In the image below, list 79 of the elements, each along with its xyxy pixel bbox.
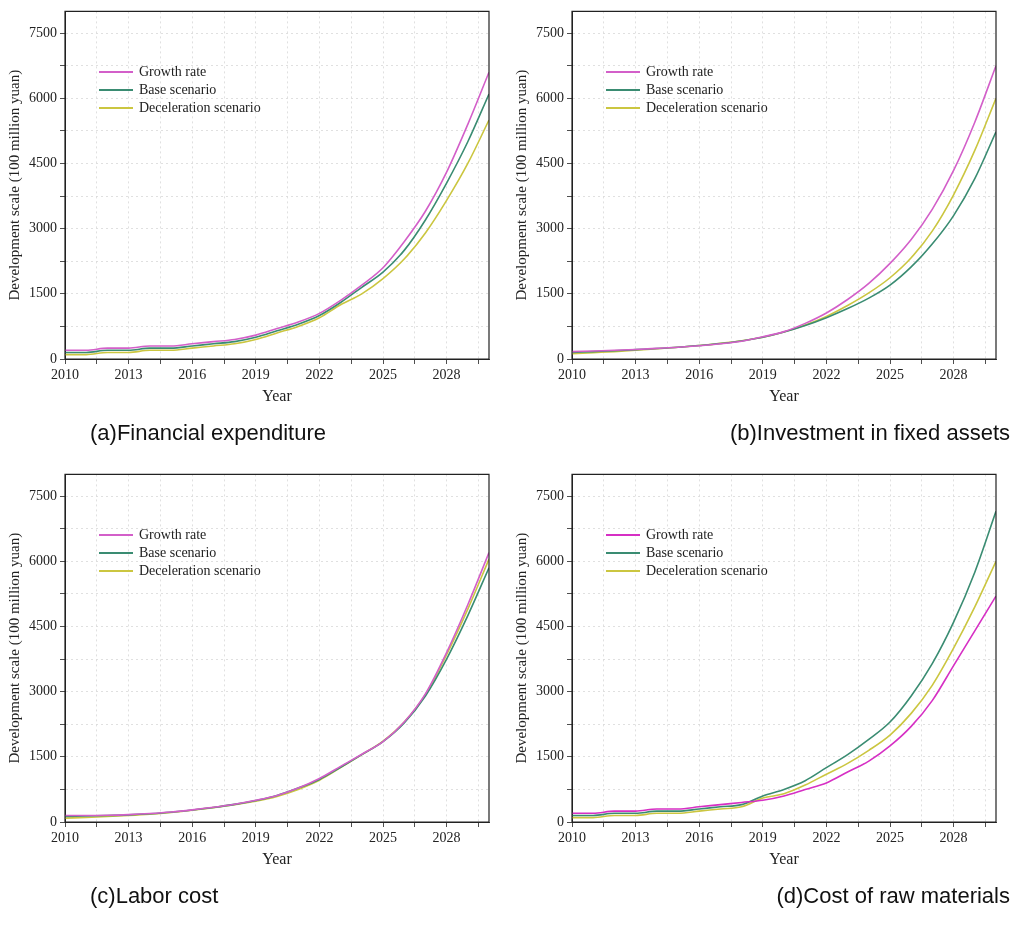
- y-tick-label: 4500: [536, 155, 564, 171]
- text: (b)Investment in fixed assets: [729, 420, 1010, 446]
- x-tick-label: 2025: [876, 367, 904, 383]
- x-axis-title: Year: [262, 386, 293, 404]
- y-tick-label: 1500: [536, 748, 564, 764]
- y-tick-label: 6000: [536, 552, 564, 568]
- y-tick-label: 4500: [29, 618, 57, 634]
- x-tick-label: 2010: [51, 830, 79, 846]
- x-tick-label: 2028: [432, 367, 461, 383]
- y-tick-label: 6000: [29, 552, 57, 568]
- x-tick-label: 2016: [685, 830, 714, 846]
- y-tick-label: 7500: [536, 24, 564, 40]
- x-tick-label: 2025: [876, 830, 904, 846]
- y-tick-label: 0: [50, 350, 57, 366]
- text: (d)Cost of raw materials: [776, 883, 1010, 909]
- x-tick-label: 2028: [432, 830, 461, 846]
- y-axis-title: Development scale (100 million yuan): [5, 69, 23, 301]
- x-tick-label: 2019: [241, 367, 270, 383]
- y-tick-label: 0: [557, 350, 564, 366]
- x-tick-label: 2013: [114, 367, 143, 383]
- x-tick-label: 2019: [748, 367, 777, 383]
- y-tick-label: 1500: [536, 285, 564, 301]
- y-tick-label: 1500: [29, 285, 57, 301]
- text: (c)Labor cost: [90, 883, 219, 909]
- x-tick-label: 2022: [305, 367, 334, 383]
- x-axis-title: Year: [769, 386, 800, 404]
- legend-label: Base scenario: [646, 82, 724, 99]
- x-tick-label: 2016: [178, 830, 207, 846]
- x-axis-title: Year: [769, 849, 800, 867]
- x-tick-label: 2022: [812, 367, 841, 383]
- y-tick-label: 3000: [29, 220, 57, 236]
- x-axis-title: Year: [262, 849, 293, 867]
- y-axis-title: Development scale (100 million yuan): [5, 532, 23, 764]
- x-tick-label: 2022: [812, 830, 841, 846]
- y-tick-label: 0: [50, 813, 57, 829]
- legend-label: Growth rate: [646, 64, 714, 81]
- y-tick-label: 3000: [536, 683, 564, 699]
- legend-label: Deceleration scenario: [139, 100, 261, 117]
- legend-label: Growth rate: [139, 64, 207, 81]
- y-tick-label: 0: [557, 813, 564, 829]
- x-tick-label: 2025: [369, 367, 397, 383]
- text: (a)Financial expenditure: [90, 420, 327, 446]
- legend-label: Base scenario: [646, 545, 724, 562]
- legend-label: Growth rate: [646, 527, 714, 544]
- x-tick-label: 2019: [748, 830, 777, 846]
- x-tick-label: 2013: [114, 830, 143, 846]
- x-tick-label: 2013: [621, 830, 650, 846]
- y-tick-label: 6000: [536, 89, 564, 105]
- y-tick-label: 6000: [29, 89, 57, 105]
- legend-label: Deceleration scenario: [139, 563, 261, 580]
- legend-label: Deceleration scenario: [646, 563, 768, 580]
- y-tick-label: 3000: [29, 683, 57, 699]
- x-tick-label: 2010: [558, 367, 586, 383]
- legend-label: Base scenario: [139, 545, 217, 562]
- x-tick-label: 2028: [939, 830, 968, 846]
- x-tick-label: 2013: [621, 367, 650, 383]
- x-tick-label: 2010: [558, 830, 586, 846]
- y-tick-label: 4500: [536, 618, 564, 634]
- y-tick-label: 7500: [29, 24, 57, 40]
- line-series: [572, 560, 996, 819]
- x-tick-label: 2010: [51, 367, 79, 383]
- legend-label: Base scenario: [139, 82, 217, 99]
- x-tick-label: 2028: [939, 367, 968, 383]
- y-axis-title: Development scale (100 million yuan): [512, 69, 530, 301]
- x-tick-label: 2016: [685, 367, 714, 383]
- y-tick-label: 7500: [536, 487, 564, 503]
- legend-label: Deceleration scenario: [646, 100, 768, 117]
- line-series: [572, 595, 996, 815]
- y-axis-title: Development scale (100 million yuan): [512, 532, 530, 764]
- x-tick-label: 2025: [369, 830, 397, 846]
- y-tick-label: 4500: [29, 155, 57, 171]
- legend-label: Growth rate: [139, 527, 207, 544]
- x-tick-label: 2016: [178, 367, 207, 383]
- line-series: [572, 510, 996, 817]
- y-tick-label: 1500: [29, 748, 57, 764]
- x-tick-label: 2022: [305, 830, 334, 846]
- y-tick-label: 7500: [29, 487, 57, 503]
- x-tick-label: 2019: [241, 830, 270, 846]
- y-tick-label: 3000: [536, 220, 564, 236]
